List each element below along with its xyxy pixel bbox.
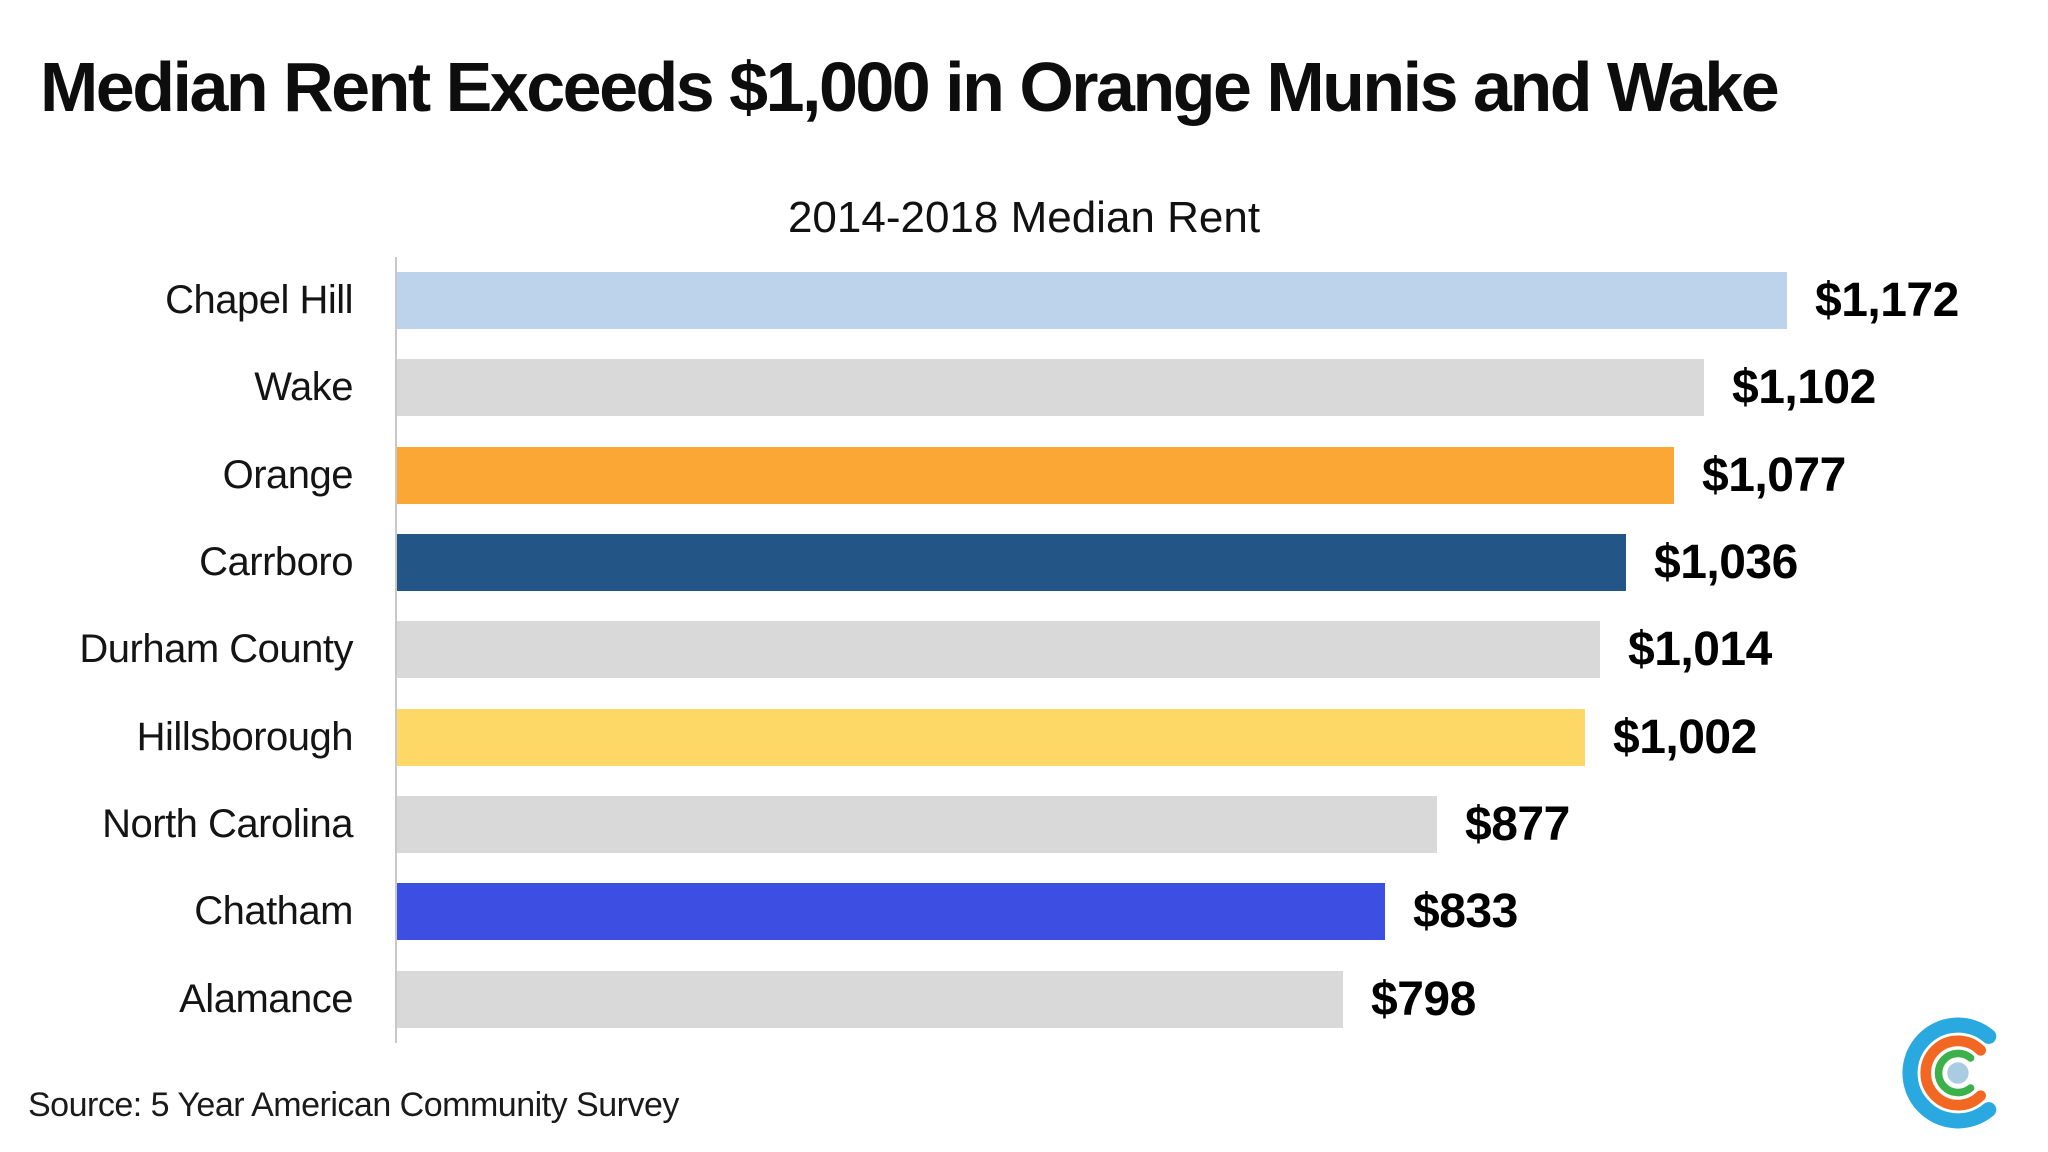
value-label: $1,102: [1732, 361, 1876, 415]
plot-area: $1,014: [395, 606, 2048, 694]
category-label: Hillsborough: [136, 714, 354, 759]
category-label: Carrboro: [199, 540, 353, 585]
value-label: $798: [1371, 972, 1476, 1026]
logo-middle-c-arc: [1920, 1035, 1986, 1111]
source-note: Source: 5 Year American Community Survey: [28, 1086, 679, 1124]
bar: [397, 970, 1343, 1028]
value-label: $877: [1465, 797, 1570, 851]
value-label: $1,172: [1815, 274, 1959, 328]
concentric-c-logo: [1902, 1017, 1997, 1129]
bar-chart: Chapel Hill $1,172 Wake $1,102 Orange $1,077 C…: [0, 257, 2048, 1043]
bar: [397, 534, 1626, 592]
plot-area: $1,172: [395, 257, 2048, 345]
bar-row: Carrboro $1,036: [0, 518, 2048, 607]
category-label: Chatham: [194, 889, 353, 934]
value-label: $1,036: [1654, 536, 1798, 590]
plot-area: $798: [395, 955, 2048, 1043]
value-label: $1,002: [1613, 710, 1757, 764]
plot-area: $1,102: [395, 344, 2048, 432]
bar: [397, 272, 1787, 330]
bar: [397, 446, 1674, 504]
plot-area: $1,036: [395, 518, 2048, 607]
plot-area: $877: [395, 780, 2048, 869]
category-label: Wake: [254, 365, 353, 410]
category-label: Orange: [222, 452, 354, 497]
plot-area: $833: [395, 868, 2048, 956]
category-label: North Carolina: [102, 801, 353, 846]
bar-row: Alamance $798: [0, 955, 2048, 1043]
category-label: Durham County: [79, 627, 353, 672]
plot-area: $1,077: [395, 431, 2048, 519]
chart-subtitle: 2014-2018 Median Rent: [787, 193, 1261, 242]
value-label: $833: [1413, 885, 1518, 939]
bar-row: Durham County $1,014: [0, 606, 2048, 694]
bar: [397, 708, 1585, 766]
bar-row: Hillsborough $1,002: [0, 693, 2048, 781]
logo-outer-c-arc: [1902, 1017, 1997, 1129]
page-title: Median Rent Exceeds $1,000 in Orange Mun…: [40, 48, 1780, 126]
logo-inner-c-arc: [1934, 1049, 1975, 1097]
bar: [397, 359, 1704, 417]
category-label: Alamance: [179, 976, 353, 1021]
value-label: $1,014: [1628, 623, 1772, 677]
logo-center-dot: [1947, 1062, 1969, 1084]
bar-rows: Chapel Hill $1,172 Wake $1,102 Orange $1,077 C…: [0, 257, 2048, 1043]
bar-row: Orange $1,077: [0, 431, 2048, 519]
bar-row: Chapel Hill $1,172: [0, 257, 2048, 345]
plot-area: $1,002: [395, 693, 2048, 781]
bar: [397, 621, 1600, 679]
value-label: $1,077: [1702, 448, 1846, 502]
bar: [397, 795, 1437, 853]
bar-row: Wake $1,102: [0, 344, 2048, 432]
category-label: Chapel Hill: [165, 278, 353, 323]
bar: [397, 883, 1385, 941]
bar-row: North Carolina $877: [0, 780, 2048, 869]
bar-row: Chatham $833: [0, 868, 2048, 956]
